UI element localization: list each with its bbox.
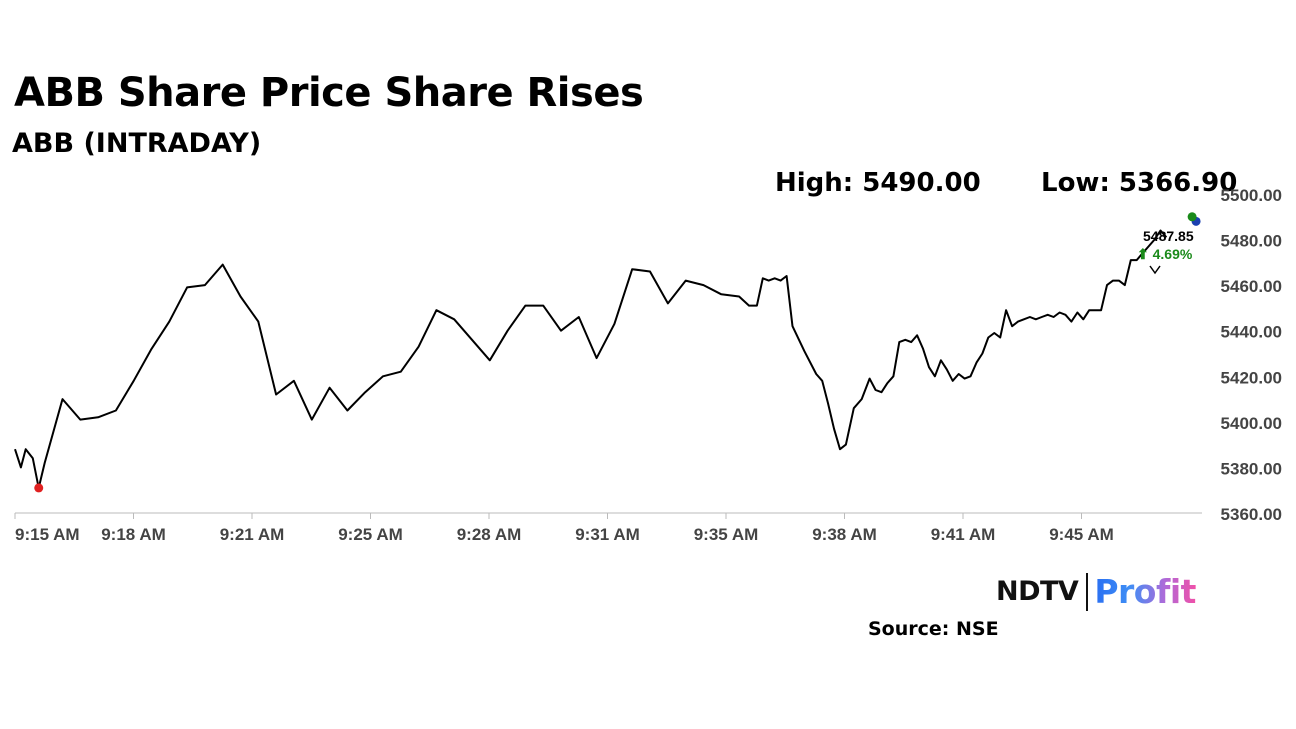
y-tick-label: 5380.00: [1221, 459, 1282, 478]
chevron-down-icon: [1149, 265, 1161, 275]
y-tick-label: 5420.00: [1221, 368, 1282, 387]
x-tick-label: 9:18 AM: [101, 525, 166, 544]
x-tick-label: 9:15 AM: [15, 525, 80, 544]
x-tick-label: 9:38 AM: [812, 525, 877, 544]
x-tick-label: 9:28 AM: [457, 525, 522, 544]
x-axis: 9:15 AM 9:18 AM 9:21 AM 9:25 AM 9:28 AM 9:31 …: [14, 512, 1202, 544]
low-point-marker: [34, 483, 44, 493]
x-tick-label: 9:45 AM: [1049, 525, 1114, 544]
logo-divider: [1086, 572, 1089, 611]
y-tick-label: 5440.00: [1221, 323, 1282, 342]
point-markers: [34, 212, 1201, 493]
y-tick-label: 5400.00: [1221, 414, 1282, 433]
price-line-series: [14, 229, 1168, 489]
x-tick-label: 9:25 AM: [338, 525, 403, 544]
chart-title: ABB Share Price Share Rises: [14, 70, 644, 116]
y-tick-label: 5500.00: [1221, 186, 1282, 205]
ndtv-profit-logo: NDTV Profit: [996, 572, 1196, 611]
x-tick-label: 9:31 AM: [575, 525, 640, 544]
y-tick-label: 5360.00: [1221, 505, 1282, 524]
chart-subtitle: ABB (INTRADAY): [12, 128, 262, 159]
last-price-label: 5487.85: [1143, 228, 1194, 244]
low-stat: Low: 5366.90: [1041, 168, 1238, 198]
y-axis: 5360.00 5380.00 5400.00 5420.00 5440.00 5460.…: [1221, 186, 1282, 524]
up-arrow-icon: ⬆: [1137, 246, 1149, 262]
change-percent-value: 4.69%: [1153, 246, 1193, 262]
y-tick-label: 5480.00: [1221, 232, 1282, 251]
high-point-marker: [1187, 212, 1197, 222]
x-tick-label: 9:35 AM: [694, 525, 759, 544]
logo-ndtv-text: NDTV: [996, 576, 1079, 607]
source-note: Source: NSE: [868, 618, 999, 640]
x-tick-label: 9:21 AM: [220, 525, 285, 544]
change-percent-label: ⬆ 4.69%: [1137, 246, 1193, 262]
high-stat: High: 5490.00: [775, 168, 981, 198]
logo-profit-text: Profit: [1094, 572, 1196, 611]
x-tick-label: 9:41 AM: [931, 525, 996, 544]
y-tick-label: 5460.00: [1221, 277, 1282, 296]
